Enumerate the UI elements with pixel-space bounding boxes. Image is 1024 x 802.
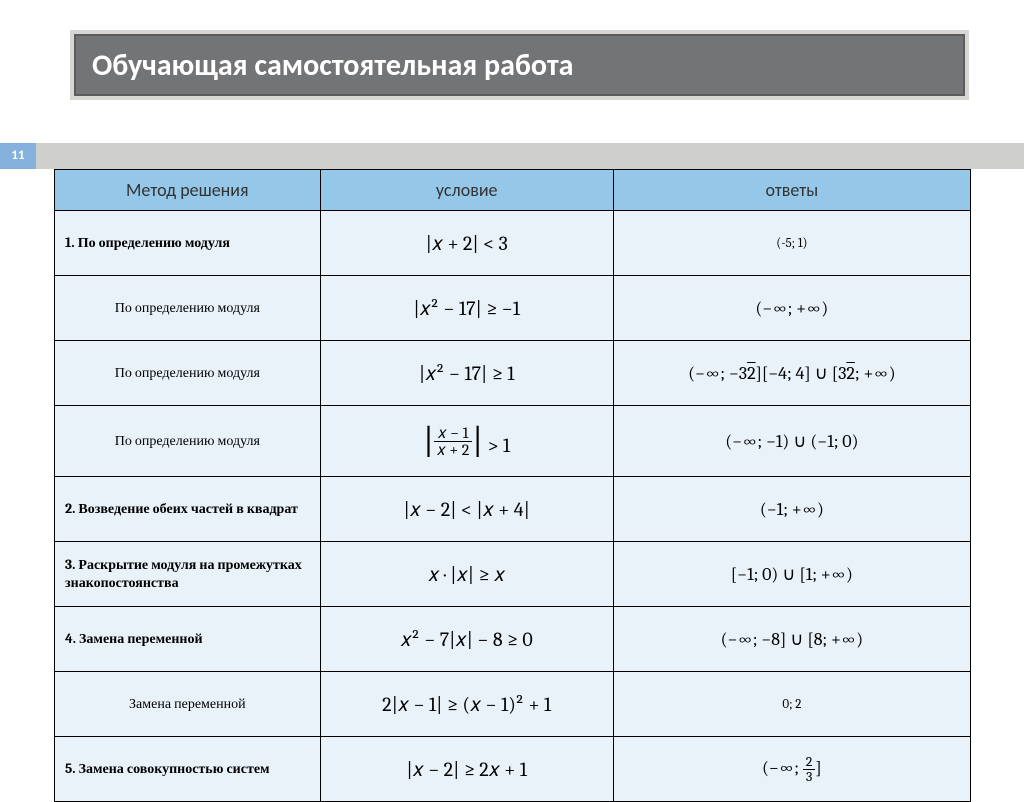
methods-table-container: Метод решения условие ответы 1. По опред… — [54, 169, 971, 802]
header-method: Метод решения — [55, 170, 321, 211]
answer-cell: (−∞; −1) ∪ (−1; 0) — [613, 406, 970, 477]
method-cell: По определению модуля — [55, 341, 321, 406]
condition-cell: |𝑥 − 2| < |𝑥 + 4| — [320, 477, 613, 542]
condition-cell: 𝑥 · |𝑥| ≥ 𝑥 — [320, 542, 613, 607]
table-row: По определению модуля|𝑥 − 1𝑥 + 2| > 1(−∞… — [55, 406, 971, 477]
answer-cell: (−1; +∞) — [613, 477, 970, 542]
decorative-stripe — [36, 143, 1024, 169]
condition-cell: 2|𝑥 − 1| ≥ (𝑥 − 1)² + 1 — [320, 672, 613, 737]
condition-cell: |𝑥 + 2| < 3 — [320, 211, 613, 276]
slide-title: Обучающая самостоятельная работа — [70, 30, 969, 100]
method-cell: 1. По определению модуля — [55, 211, 321, 276]
answer-cell: (−∞; 23] — [613, 737, 970, 802]
method-cell: По определению модуля — [55, 406, 321, 477]
answer-cell: (-5; 1) — [613, 211, 970, 276]
header-answer: ответы — [613, 170, 970, 211]
table-row: 3. Раскрытие модуля на промежутках знако… — [55, 542, 971, 607]
header-condition: условие — [320, 170, 613, 211]
answer-cell: [−1; 0) ∪ [1; +∞) — [613, 542, 970, 607]
method-cell: 4. Замена переменной — [55, 607, 321, 672]
page-number-text: 11 — [11, 148, 24, 163]
table-row: 5. Замена совокупностью систем|𝑥 − 2| ≥ … — [55, 737, 971, 802]
condition-cell: |𝑥² − 17| ≥ 1 — [320, 341, 613, 406]
table-row: По определению модуля|𝑥² − 17| ≥ 1(−∞; −… — [55, 341, 971, 406]
table-row: 1. По определению модуля|𝑥 + 2| < 3(-5; … — [55, 211, 971, 276]
answer-cell: (−∞; +∞) — [613, 276, 970, 341]
table-row: 2. Возведение обеих частей в квадрат|𝑥 −… — [55, 477, 971, 542]
methods-table: Метод решения условие ответы 1. По опред… — [54, 169, 971, 802]
method-cell: 5. Замена совокупностью систем — [55, 737, 321, 802]
answer-cell: (−∞; −32][−4; 4] ∪ [32; +∞) — [613, 341, 970, 406]
answer-cell: 0; 2 — [613, 672, 970, 737]
page-number-badge: 11 — [0, 143, 36, 169]
method-cell: 2. Возведение обеих частей в квадрат — [55, 477, 321, 542]
table-row: 4. Замена переменной𝑥² − 7|𝑥| − 8 ≥ 0(−∞… — [55, 607, 971, 672]
condition-cell: 𝑥² − 7|𝑥| − 8 ≥ 0 — [320, 607, 613, 672]
method-cell: По определению модуля — [55, 276, 321, 341]
slide-title-text: Обучающая самостоятельная работа — [92, 47, 574, 84]
condition-cell: |𝑥 − 1𝑥 + 2| > 1 — [320, 406, 613, 477]
answer-cell: (−∞; −8] ∪ [8; +∞) — [613, 607, 970, 672]
table-header-row: Метод решения условие ответы — [55, 170, 971, 211]
method-cell: Замена переменной — [55, 672, 321, 737]
table-row: Замена переменной2|𝑥 − 1| ≥ (𝑥 − 1)² + 1… — [55, 672, 971, 737]
condition-cell: |𝑥 − 2| ≥ 2𝑥 + 1 — [320, 737, 613, 802]
table-row: По определению модуля|𝑥² − 17| ≥ −1(−∞; … — [55, 276, 971, 341]
condition-cell: |𝑥² − 17| ≥ −1 — [320, 276, 613, 341]
method-cell: 3. Раскрытие модуля на промежутках знако… — [55, 542, 321, 607]
